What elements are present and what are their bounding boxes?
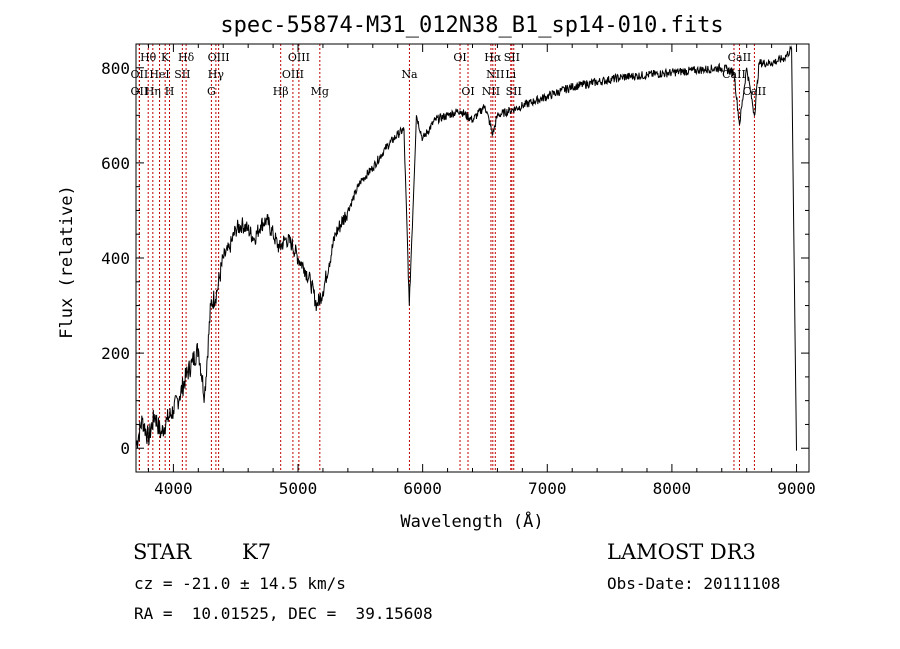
emission-line-label: Hα: [484, 51, 502, 64]
emission-line-label: CaII: [728, 51, 752, 64]
emission-line-label: CaII: [743, 85, 767, 98]
x-tick-label: 7000: [528, 479, 567, 498]
y-tick-label: 400: [101, 249, 130, 268]
star-subclass: K7: [242, 540, 272, 564]
x-tick-label: 4000: [154, 479, 193, 498]
star-class: STAR: [133, 540, 192, 564]
plot-frame: [135, 43, 810, 473]
emission-line-label: G: [207, 85, 216, 98]
y-tick-label: 800: [101, 59, 130, 78]
emission-line-label: OI: [453, 51, 466, 64]
emission-line-label: OII: [131, 68, 149, 81]
chart-title: spec-55874-M31_012N38_B1_sp14-010.fits: [220, 13, 723, 38]
y-tick-label: 200: [101, 344, 130, 363]
obs-date: Obs-Date: 20111108: [607, 574, 781, 593]
emission-line-label: OIII: [282, 68, 304, 81]
emission-line-markers: [138, 44, 755, 472]
x-tick-label: 8000: [653, 479, 692, 498]
emission-line-label: NII: [482, 85, 500, 98]
y-axis-label: Flux (relative): [57, 185, 77, 339]
emission-line-label: Na: [401, 68, 418, 81]
emission-line-label: Hδ: [178, 51, 195, 64]
ra-dec: RA = 10.01525, DEC = 39.15608: [134, 604, 433, 623]
emission-line-label: Hη: [145, 85, 161, 98]
x-axis-ticks: 4000 5000 6000 7000 8000 9000: [147, 44, 816, 498]
emission-line-label: SII: [504, 51, 520, 64]
x-tick-label: 5000: [279, 479, 318, 498]
x-axis-label: Wavelength (Å): [400, 510, 543, 532]
spectrum-plot: spec-55874-M31_012N38_B1_sp14-010.fits O…: [57, 13, 816, 532]
emission-line-label: SII: [174, 68, 190, 81]
emission-line-label: Mg: [311, 85, 329, 98]
emission-line-label: K: [161, 51, 170, 64]
emission-line-label: OI: [461, 85, 474, 98]
emission-line-label: Hβ: [273, 85, 289, 98]
emission-line-label: SII: [506, 85, 522, 98]
y-tick-label: 600: [101, 154, 130, 173]
y-tick-label: 0: [120, 439, 130, 458]
survey-name: LAMOST DR3: [607, 540, 756, 564]
emission-line-labels: OIIHθOIIHηHeIKHSIIHδGHγOIIIHβOIIIOIIIMgN…: [131, 51, 767, 98]
emission-line-label: Hγ: [208, 68, 225, 81]
x-tick-label: 9000: [777, 479, 816, 498]
y-axis-ticks: 0 200 400 600 800: [101, 59, 809, 458]
emission-line-label: Li: [505, 68, 516, 81]
redshift-cz: cz = -21.0 ± 14.5 km/s: [134, 574, 346, 593]
spectrum-line: [135, 45, 797, 451]
emission-line-label: Hθ: [140, 51, 157, 64]
x-tick-label: 6000: [403, 479, 442, 498]
emission-line-label: HeI: [149, 68, 169, 81]
emission-line-label: OIII: [208, 51, 230, 64]
emission-line-label: H: [165, 85, 175, 98]
emission-line-label: OIII: [288, 51, 310, 64]
emission-line-label: NII: [486, 68, 504, 81]
